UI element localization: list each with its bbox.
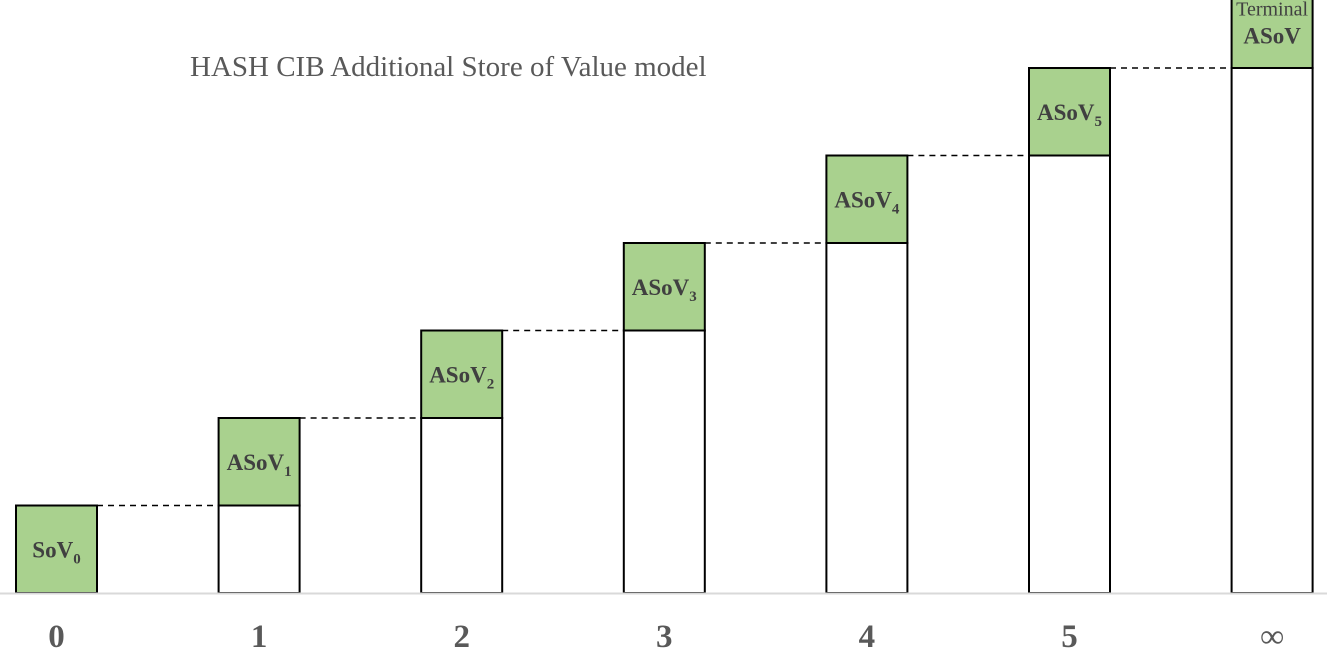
bar-increment-6 — [1230, 0, 1314, 69]
segment-label-subscript-0: 0 — [73, 551, 81, 567]
bar-base-5 — [1028, 154, 1111, 594]
x-tick-label-5: 5 — [1061, 619, 1078, 655]
segment-label-subscript-5: 5 — [1095, 114, 1103, 130]
x-tick-label-1: 1 — [251, 619, 268, 655]
segment-label-subscript-2: 2 — [487, 376, 495, 392]
bar-base-1 — [217, 504, 301, 594]
bar-increment-2 — [420, 329, 504, 419]
x-tick-labels: 0 1 2 3 4 5 ∞ — [48, 619, 1284, 655]
bar-increment-4 — [825, 154, 909, 244]
x-tick-label-6: ∞ — [1260, 619, 1284, 655]
chart-title: HASH CIB Additional Store of Value model — [190, 51, 707, 83]
x-tick-label-0: 0 — [48, 619, 65, 655]
connectors-group — [97, 67, 1232, 507]
segment-label-subscript-1: 1 — [284, 464, 292, 480]
segment-label-subscript-3: 3 — [689, 289, 697, 305]
bar-increment-5 — [1028, 67, 1111, 157]
segment-label-subscript-4: 4 — [892, 201, 900, 217]
bar-base-3 — [622, 329, 706, 594]
x-tick-label-2: 2 — [453, 619, 470, 655]
segment-label-prefix-6: Terminal — [1236, 0, 1308, 20]
bar-base-4 — [825, 242, 909, 594]
bar-increment-1 — [217, 417, 301, 507]
bar-base-2 — [420, 417, 504, 594]
bar-base-6 — [1230, 67, 1314, 594]
bars-group: SoV0ASoV1ASoV2ASoV3ASoV4ASoV5TerminalASo… — [15, 0, 1314, 594]
bar-increment-0 — [15, 504, 98, 594]
x-tick-label-4: 4 — [859, 619, 876, 655]
segment-label-6: ASoV — [1243, 23, 1301, 48]
bar-increment-3 — [622, 242, 706, 332]
x-tick-label-3: 3 — [656, 619, 673, 655]
